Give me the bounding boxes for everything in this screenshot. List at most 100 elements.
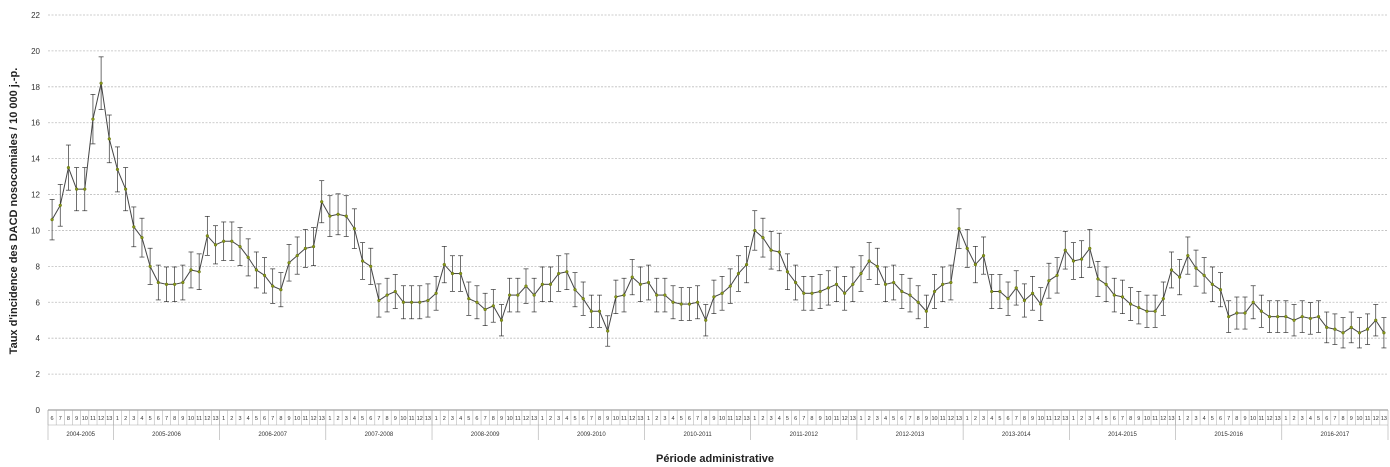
month-tick-label: 10 <box>294 416 300 422</box>
month-tick-label: 3 <box>876 416 879 422</box>
data-point <box>499 318 504 322</box>
data-point <box>246 255 250 259</box>
month-tick-label: 3 <box>557 416 560 422</box>
month-tick-label: 13 <box>319 416 325 422</box>
data-point <box>483 307 487 312</box>
data-point <box>1276 315 1280 319</box>
series-line-segment <box>648 282 658 296</box>
month-tick-label: 10 <box>719 416 725 422</box>
month-tick-label: 3 <box>1194 416 1197 422</box>
month-tick-label: 5 <box>467 416 470 422</box>
series-line-segment <box>729 273 739 287</box>
month-tick-label: 11 <box>940 416 946 422</box>
month-tick-label: 6 <box>900 416 903 422</box>
month-tick-label: 5 <box>1317 416 1320 422</box>
series-line-segment <box>1367 319 1377 330</box>
month-tick-label: 12 <box>735 416 741 422</box>
data-point <box>491 304 495 308</box>
gridlines <box>48 14 1388 375</box>
data-point <box>352 227 357 231</box>
series-line-segment <box>909 294 919 303</box>
data-point <box>794 280 798 285</box>
period-label: 2012-2013 <box>896 432 925 438</box>
series-line-segment <box>141 237 151 267</box>
data-point <box>295 253 299 258</box>
series-line-segment <box>844 283 854 294</box>
data-point <box>785 270 790 274</box>
data-point <box>524 284 528 288</box>
month-tick-label: 5 <box>786 416 789 422</box>
month-tick-label: 12 <box>948 416 954 422</box>
data-point <box>360 259 365 263</box>
series-line-segment <box>116 169 127 190</box>
month-tick-label: 4 <box>1203 416 1206 422</box>
month-tick-label: 13 <box>744 416 750 422</box>
series-line-segment <box>1105 284 1115 296</box>
month-tick-label: 2 <box>230 416 233 422</box>
data-point <box>1169 268 1174 272</box>
series-line-segment <box>313 201 323 247</box>
data-point <box>426 298 430 303</box>
series-line-segment <box>206 235 216 246</box>
month-tick-label: 4 <box>672 416 675 422</box>
data-point <box>336 212 340 216</box>
month-tick-label: 2 <box>443 416 446 422</box>
data-point <box>124 187 128 191</box>
series-line-segment <box>517 285 527 296</box>
month-tick-label: 7 <box>1333 416 1336 422</box>
series-line-segment <box>1040 280 1050 305</box>
month-tick-label: 9 <box>712 416 715 422</box>
series-line-segment <box>67 167 78 190</box>
series-line-segment <box>754 230 764 239</box>
month-tick-label: 13 <box>212 416 218 422</box>
data-point <box>753 228 757 233</box>
month-tick-label: 11 <box>90 416 96 422</box>
data-point <box>115 167 120 172</box>
month-tick-label: 10 <box>613 416 619 422</box>
month-tick-label: 7 <box>1227 416 1230 422</box>
month-tick-label: 1 <box>328 416 331 422</box>
period-label: 2008-2009 <box>471 432 500 438</box>
month-tick-label: 1 <box>116 416 119 422</box>
month-tick-label: 8 <box>917 416 920 422</box>
series-line-segment <box>1048 274 1058 282</box>
data-point <box>459 271 463 276</box>
data-point <box>83 187 87 191</box>
data-point <box>932 289 937 294</box>
month-tick-label: 8 <box>1129 416 1132 422</box>
month-tick-label: 13 <box>637 416 643 422</box>
series-line-segment <box>1015 287 1025 301</box>
data-point <box>328 214 332 218</box>
data-point <box>1120 295 1125 299</box>
month-tick-label: 3 <box>345 416 348 422</box>
series-line-segment <box>370 266 380 301</box>
series-line-segment <box>1375 319 1385 334</box>
month-tick-label: 13 <box>1275 416 1281 422</box>
data-point <box>769 248 773 252</box>
month-tick-label: 11 <box>621 416 627 422</box>
data-point <box>213 243 218 247</box>
data-point <box>622 293 626 297</box>
data-point <box>1316 315 1321 319</box>
month-tick-label: 5 <box>149 416 152 422</box>
series-line-segment <box>362 260 372 267</box>
series-line-segment <box>893 282 903 292</box>
month-tick-label: 7 <box>1121 416 1124 422</box>
month-tick-label: 4 <box>353 416 356 422</box>
data-point <box>230 239 234 243</box>
data-point <box>74 187 79 191</box>
month-tick-label: 9 <box>819 416 822 422</box>
series-line-segment <box>934 283 944 292</box>
month-tick-label: 4 <box>140 416 143 422</box>
series-line-segment <box>435 264 445 294</box>
data-point <box>695 300 700 304</box>
data-point <box>687 302 692 306</box>
data-point <box>418 300 422 304</box>
period-label: 2004-2005 <box>66 432 95 438</box>
series-line-segment <box>1179 255 1189 278</box>
data-point <box>843 291 847 295</box>
data-point <box>1300 315 1304 319</box>
month-tick-label: 3 <box>132 416 135 422</box>
